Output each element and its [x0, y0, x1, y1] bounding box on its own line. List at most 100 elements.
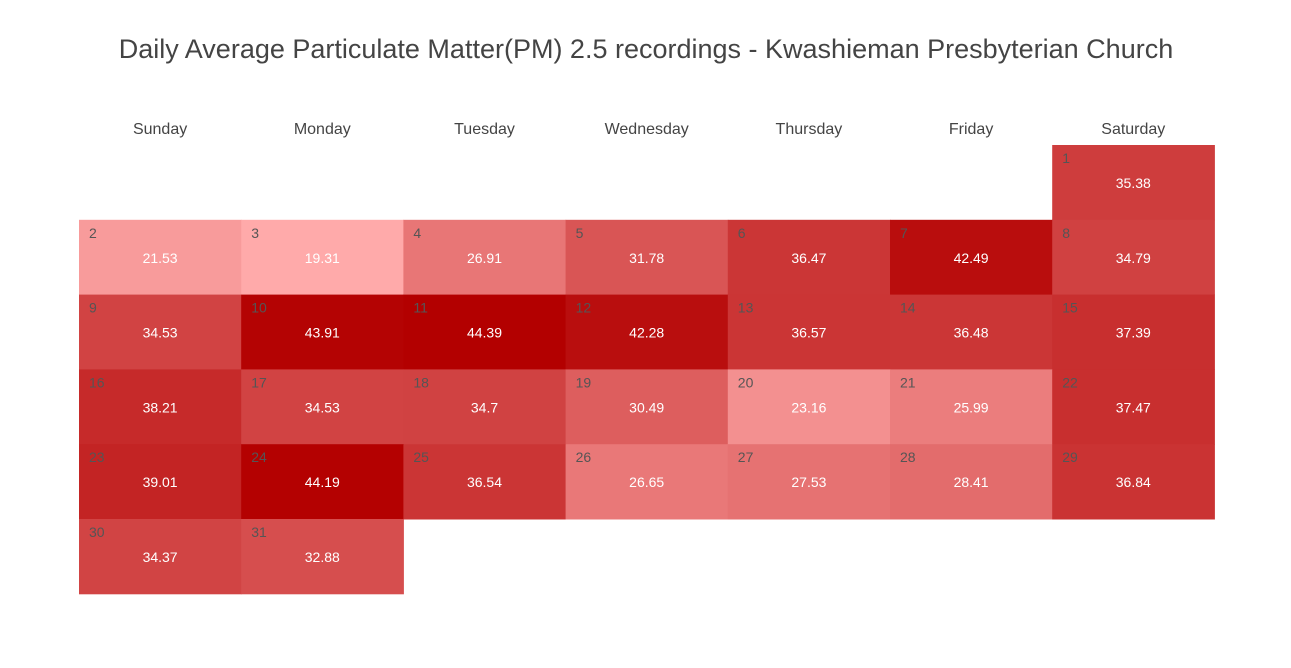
- day-cell: 23 39.01: [79, 444, 242, 520]
- day-cell: 13 36.57: [727, 294, 891, 370]
- weekday-header: Sunday Monday Tuesday Wednesday Thursday Frid…: [133, 121, 1165, 138]
- day-value-label: 31.78: [629, 250, 664, 266]
- day-cell: 319.31: [241, 219, 404, 296]
- day-cell-fill: [241, 294, 404, 370]
- weekday-label-wednesday: Wednesday: [605, 121, 689, 138]
- day-cell: 934.53: [79, 294, 242, 370]
- day-cell-fill: [1052, 219, 1215, 296]
- day-value-label: 32.88: [305, 549, 340, 565]
- day-number: 24: [251, 449, 267, 465]
- day-cell: 15 37.39: [1052, 294, 1215, 370]
- day-value-label: 38.21: [143, 399, 178, 415]
- day-value-label: 42.49: [954, 250, 989, 266]
- day-value-label: 44.19: [305, 474, 340, 490]
- day-cell-fill: [890, 369, 1053, 445]
- day-value-label: 37.47: [1116, 399, 1151, 415]
- day-number: 15: [1062, 300, 1078, 316]
- day-number: 27: [738, 449, 754, 465]
- day-number: 8: [1062, 225, 1070, 241]
- day-value-label: 36.48: [954, 325, 989, 341]
- day-number: 28: [900, 449, 916, 465]
- weekday-label-monday: Monday: [294, 121, 351, 138]
- day-cell-fill: [241, 369, 404, 445]
- day-number: 2: [89, 225, 97, 241]
- day-cell: 135.38: [1052, 145, 1215, 221]
- weekday-label-tuesday: Tuesday: [454, 121, 515, 138]
- day-value-label: 36.47: [791, 250, 826, 266]
- day-cell-fill: [1052, 369, 1215, 445]
- day-number: 30: [89, 524, 105, 540]
- day-cell-fill: [403, 219, 567, 296]
- day-number: 19: [576, 374, 592, 390]
- day-cell: 25 36.54: [403, 444, 567, 520]
- day-cell-fill: [727, 294, 891, 370]
- day-cell-fill: [1052, 145, 1215, 221]
- day-number: 25: [413, 449, 429, 465]
- weekday-label-saturday: Saturday: [1101, 121, 1165, 138]
- weekday-label-sunday: Sunday: [133, 121, 187, 138]
- day-value-label: 35.38: [1116, 175, 1151, 191]
- day-cell-fill: [79, 294, 242, 370]
- day-number: 9: [89, 300, 97, 316]
- day-cell: 20 23.16: [727, 369, 891, 445]
- day-number: 26: [576, 449, 592, 465]
- day-cell-fill: [727, 444, 891, 520]
- day-number: 21: [900, 374, 916, 390]
- day-number: 11: [413, 300, 428, 316]
- day-number: 12: [576, 300, 592, 316]
- day-cell: 21 25.99: [890, 369, 1053, 445]
- day-cell-fill: [241, 519, 404, 595]
- day-cell-fill: [403, 294, 567, 370]
- chart-title: Daily Average Particulate Matter(PM) 2.5…: [119, 34, 1173, 64]
- day-number: 4: [413, 225, 421, 241]
- day-number: 17: [251, 374, 267, 390]
- day-cell-fill: [79, 219, 242, 296]
- day-cell: 531.78: [565, 219, 729, 296]
- day-number: 7: [900, 225, 908, 241]
- day-cell-fill: [241, 444, 404, 520]
- day-cell-fill: [565, 294, 729, 370]
- day-number: 5: [576, 225, 584, 241]
- day-number: 23: [89, 449, 105, 465]
- day-number: 6: [738, 225, 746, 241]
- day-cell-fill: [727, 219, 891, 296]
- day-value-label: 39.01: [143, 474, 178, 490]
- day-number: 16: [89, 374, 105, 390]
- day-cell-fill: [79, 519, 242, 595]
- day-number: 10: [251, 300, 267, 316]
- day-number: 29: [1062, 449, 1078, 465]
- day-number: 1: [1062, 150, 1070, 166]
- day-cell: 834.79: [1052, 219, 1215, 296]
- day-cell: 17 34.53: [241, 369, 404, 445]
- day-value-label: 19.31: [305, 250, 340, 266]
- day-value-label: 36.57: [791, 325, 826, 341]
- day-cell-fill: [1052, 444, 1215, 520]
- day-cell: 221.53: [79, 219, 242, 296]
- day-number: 22: [1062, 374, 1078, 390]
- day-value-label: 36.84: [1116, 474, 1151, 490]
- day-number: 13: [738, 300, 754, 316]
- day-value-label: 26.91: [467, 250, 502, 266]
- day-cell: 426.91: [403, 219, 567, 296]
- day-cell: 10 43.91: [241, 294, 404, 370]
- day-value-label: 27.53: [791, 474, 826, 490]
- day-number: 20: [738, 374, 754, 390]
- day-cell-fill: [565, 444, 729, 520]
- day-value-label: 37.39: [1116, 325, 1151, 341]
- day-cell-fill: [1052, 294, 1215, 370]
- day-value-label: 34.53: [305, 399, 340, 415]
- day-cell: 636.47: [727, 219, 891, 296]
- day-cell-fill: [727, 369, 891, 445]
- calendar-grid: 135.38221.53319.31426.91531.78636.47742.…: [79, 145, 1215, 595]
- day-cell: 27 27.53: [727, 444, 891, 520]
- day-cell: 19 30.49: [565, 369, 729, 445]
- day-value-label: 26.65: [629, 474, 664, 490]
- day-cell: 31 32.88: [241, 519, 404, 595]
- day-cell: 29 36.84: [1052, 444, 1215, 520]
- day-value-label: 34.7: [471, 399, 498, 415]
- day-cell: 14 36.48: [890, 294, 1053, 370]
- day-cell-fill: [241, 219, 404, 296]
- day-cell-fill: [890, 294, 1053, 370]
- day-cell-fill: [890, 219, 1053, 296]
